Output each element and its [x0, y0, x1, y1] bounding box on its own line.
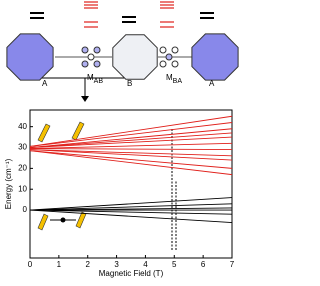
series-line [29, 148, 233, 151]
octagon [191, 33, 239, 81]
label-main: B [127, 79, 132, 88]
series-line [29, 115, 233, 147]
y-tick-label: 0 [23, 205, 28, 214]
series-line [29, 128, 233, 148]
diagram-label: MAB [87, 73, 103, 85]
diagram [30, 1, 214, 102]
icons [37, 121, 87, 231]
x-tick-label: 1 [57, 260, 62, 269]
diagram-label: A [42, 79, 48, 88]
annotations [171, 128, 177, 250]
x-tick-label: 3 [114, 260, 119, 269]
y-tick-label: 30 [18, 143, 27, 152]
label-sub: AB [94, 78, 104, 85]
series-line [29, 132, 233, 148]
diagram-label: A [209, 79, 215, 88]
x-tick-label: 2 [85, 260, 90, 269]
label-main: A [42, 79, 48, 88]
label-main: M [166, 73, 173, 82]
y-tick-label: 10 [18, 184, 27, 193]
series-line [29, 209, 233, 215]
label-main: M [87, 73, 94, 82]
series-line [29, 142, 233, 150]
y-axis-label: Energy (cm⁻¹) [4, 158, 13, 209]
x-tick-label: 0 [28, 260, 33, 269]
octagon [112, 34, 158, 80]
series-line [29, 150, 233, 169]
diagram-label: MBA [166, 73, 182, 85]
series-line [29, 197, 233, 211]
x-tick-label: 6 [201, 260, 206, 269]
series-line [29, 209, 233, 224]
plot-frame [29, 109, 233, 259]
series-line [29, 149, 233, 161]
x-tick-label: 7 [230, 260, 235, 269]
diagram-label: B [127, 79, 132, 88]
y-tick-label: 20 [18, 163, 27, 172]
series-line [29, 150, 233, 176]
y-tick-label: 40 [18, 122, 27, 131]
label-sub: BA [173, 78, 183, 85]
octagon [6, 33, 54, 81]
series-line [29, 203, 233, 211]
x-tick-label: 5 [172, 260, 177, 269]
series-line [29, 149, 233, 157]
series-line [29, 122, 233, 147]
series-line [29, 136, 233, 148]
label-main: A [209, 79, 215, 88]
x-tick-label: 4 [143, 260, 148, 269]
x-axis-label: Magnetic Field (T) [99, 269, 164, 278]
